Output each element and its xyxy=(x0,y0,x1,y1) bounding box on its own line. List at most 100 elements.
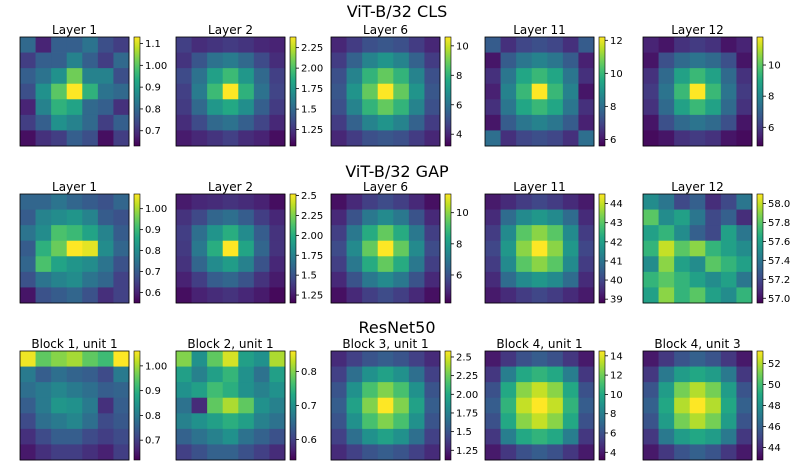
heatmap-cell xyxy=(207,130,224,147)
heatmap-cell xyxy=(500,225,517,242)
heatmap-cell xyxy=(485,37,501,53)
colorbar-tick-label: 8 xyxy=(456,71,462,82)
heatmap-cell xyxy=(720,114,737,131)
heatmap-cell xyxy=(238,444,255,461)
heatmap-cell xyxy=(393,209,410,226)
heatmap-cell xyxy=(331,428,347,445)
heatmap-cell xyxy=(736,83,753,100)
colorbar-tick-label: 0.6 xyxy=(145,288,161,299)
heatmap-cell xyxy=(485,68,501,85)
heatmap-cell xyxy=(238,366,255,383)
heatmap-cell xyxy=(20,397,36,414)
colorbar-tick-label: 0.6 xyxy=(301,435,317,446)
colorbar-tick-label: 10 xyxy=(456,41,469,52)
heatmap-cell xyxy=(705,366,722,383)
heatmap-cell xyxy=(500,114,517,131)
heatmap-cell xyxy=(393,37,410,53)
heatmap-cell xyxy=(346,428,363,445)
heatmap-cell xyxy=(377,52,394,69)
heatmap-cell xyxy=(269,256,286,273)
heatmap-cell xyxy=(578,271,595,288)
heatmap-cell xyxy=(191,114,208,131)
heatmap-cell xyxy=(578,240,595,257)
heatmap-cell xyxy=(66,240,83,257)
colorbar-tick-label: 58.0 xyxy=(768,199,790,210)
heatmap-cell xyxy=(562,382,579,399)
heatmap-cell xyxy=(20,114,36,131)
heatmap-cell xyxy=(531,444,548,461)
heatmap-cell xyxy=(51,444,68,461)
heatmap-cell xyxy=(20,209,36,226)
heatmap-cell xyxy=(408,256,425,273)
heatmap-cell xyxy=(516,37,533,53)
heatmap-cell xyxy=(408,194,425,210)
heatmap-cell xyxy=(720,52,737,69)
heatmap-cell xyxy=(424,130,441,147)
heatmap-cell xyxy=(51,366,68,383)
heatmap-frame xyxy=(175,350,286,461)
heatmap-cell xyxy=(362,209,379,226)
heatmap-cell xyxy=(547,351,564,367)
heatmap-cell xyxy=(35,130,52,147)
heatmap-cell xyxy=(578,428,595,445)
heatmap-cell xyxy=(500,240,517,257)
heatmap-cell xyxy=(578,287,595,304)
heatmap-cell xyxy=(35,351,52,367)
heatmap-frame xyxy=(175,36,286,147)
heatmap-panel: Layer 11 39 40 41 42 43 44 xyxy=(484,180,623,306)
heatmap-cell xyxy=(269,114,286,131)
heatmap-cell xyxy=(578,382,595,399)
heatmap-cell xyxy=(516,99,533,116)
colorbar xyxy=(133,350,141,461)
colorbar-tick-label: 1.25 xyxy=(301,125,323,136)
heatmap-cell xyxy=(269,68,286,85)
panel-title: Layer 1 xyxy=(52,23,97,37)
heatmap-cell xyxy=(720,256,737,273)
heatmap-cell xyxy=(720,271,737,288)
colorbar-tick-label: 2.00 xyxy=(301,231,323,242)
heatmap-cell xyxy=(547,99,564,116)
heatmap-cell xyxy=(51,99,68,116)
heatmap-cell xyxy=(51,271,68,288)
heatmap-cell xyxy=(547,209,564,226)
heatmap-cell xyxy=(113,225,130,242)
heatmap-cell xyxy=(658,271,675,288)
heatmap-cell xyxy=(736,366,753,383)
heatmap-cell xyxy=(424,351,441,367)
heatmap-panel: Layer 6 4 6 8 10 xyxy=(330,23,469,147)
heatmap-cell xyxy=(531,194,548,210)
heatmap-cell xyxy=(253,52,270,69)
heatmap-cell xyxy=(207,225,224,242)
heatmap-cell xyxy=(643,99,659,116)
heatmap-cell xyxy=(485,287,501,304)
heatmap-cell xyxy=(578,225,595,242)
heatmap-cell xyxy=(222,130,239,147)
heatmap-cell xyxy=(516,83,533,100)
heatmap-cell xyxy=(643,413,659,430)
heatmap-cell xyxy=(269,271,286,288)
heatmap-cell xyxy=(643,68,659,85)
heatmap-cell xyxy=(705,382,722,399)
heatmap-panel: Layer 12 6 8 10 xyxy=(642,23,781,147)
heatmap-cell xyxy=(362,366,379,383)
heatmap-cell xyxy=(531,37,548,53)
heatmap-frame xyxy=(330,193,441,304)
heatmap-cell xyxy=(207,397,224,414)
heatmap-cell xyxy=(346,256,363,273)
panel-title: Block 4, unit 1 xyxy=(496,337,582,351)
panel-title: Layer 11 xyxy=(513,180,566,194)
heatmap-cell xyxy=(113,287,130,304)
heatmap-cell xyxy=(562,225,579,242)
heatmap-cell xyxy=(658,99,675,116)
heatmap-cell xyxy=(253,130,270,147)
heatmap-cell xyxy=(720,83,737,100)
colorbar-tick-label: 44 xyxy=(610,199,623,210)
heatmap-cell xyxy=(516,68,533,85)
heatmap-cell xyxy=(222,428,239,445)
heatmap-cell xyxy=(674,130,691,147)
heatmap-cell xyxy=(35,37,52,53)
heatmap-cell xyxy=(20,225,36,242)
heatmap-cell xyxy=(377,287,394,304)
heatmap-cell xyxy=(51,397,68,414)
heatmap-cell xyxy=(97,37,114,53)
